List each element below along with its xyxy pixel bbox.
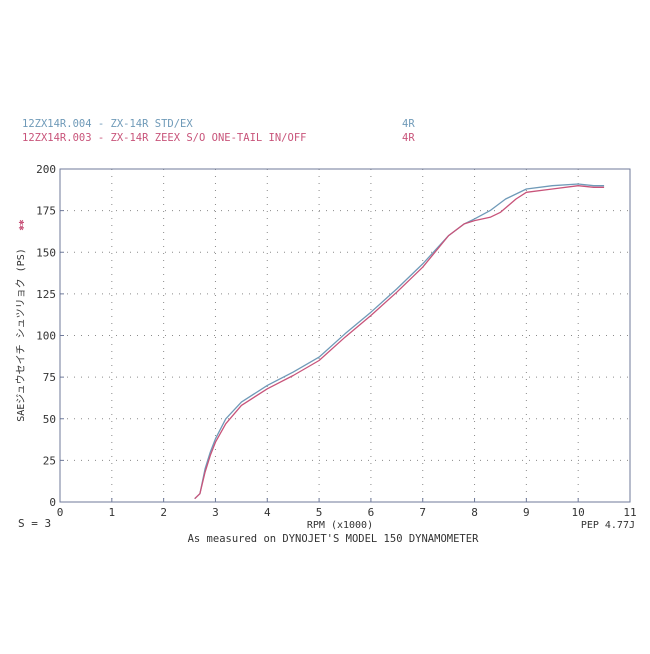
y-tick-label: 150 [36, 246, 56, 259]
y-tick-label: 125 [36, 288, 56, 301]
y-tick-label: 175 [36, 205, 56, 218]
header-run-id: 4R [402, 132, 415, 144]
x-tick-label: 10 [572, 506, 585, 519]
y-axis-label: SAEジュウセイチ シュツリョク (PS) [15, 248, 27, 422]
x-tick-label: 8 [471, 506, 478, 519]
y-tick-label: 50 [43, 413, 56, 426]
grid [60, 169, 630, 502]
header-run-id: 4R [402, 118, 415, 130]
x-tick-label: 2 [160, 506, 167, 519]
smoothing-label: S = 3 [18, 517, 51, 530]
series-line-2 [194, 185, 605, 500]
chart-header: 12ZX14R.004 - ZX-14R STD/EX 4R 12ZX14R.003… [22, 118, 415, 144]
x-tick-label: 11 [623, 506, 636, 519]
series-lines [194, 183, 605, 500]
x-axis: 0 1 2 3 4 5 6 7 8 9 10 11 [57, 498, 637, 519]
y-axis-label-group: SAEジュウセイチ シュツリョク (PS) ✱✱ [15, 219, 27, 422]
header-run-name: 12ZX14R.004 - ZX-14R STD/EX [22, 118, 193, 130]
y-axis-label-marker: ✱✱ [17, 219, 27, 230]
y-tick-label: 75 [43, 371, 56, 384]
x-tick-label: 9 [523, 506, 530, 519]
y-tick-label: 100 [36, 330, 56, 343]
y-axis: 0 25 50 75 100 125 150 175 200 [36, 163, 64, 509]
x-tick-label: 6 [368, 506, 375, 519]
x-tick-label: 4 [264, 506, 271, 519]
x-tick-label: 7 [419, 506, 426, 519]
footer-caption: As measured on DYNOJET'S MODEL 150 DYNAM… [188, 533, 479, 545]
x-tick-label: 0 [57, 506, 64, 519]
series-line-1 [194, 183, 605, 500]
header-run-name: 12ZX14R.003 - ZX-14R ZEEX S/O ONE-TAIL I… [22, 132, 306, 144]
x-tick-label: 5 [316, 506, 323, 519]
x-tick-label: 3 [212, 506, 219, 519]
plot-frame [59, 168, 631, 503]
y-tick-label: 0 [49, 496, 56, 509]
x-axis-label: RPM (x1000) [307, 520, 373, 531]
y-tick-label: 25 [43, 454, 56, 467]
x-tick-label: 1 [109, 506, 116, 519]
y-tick-label: 200 [36, 163, 56, 176]
footer-right-label: PEP 4.77J [581, 520, 635, 531]
